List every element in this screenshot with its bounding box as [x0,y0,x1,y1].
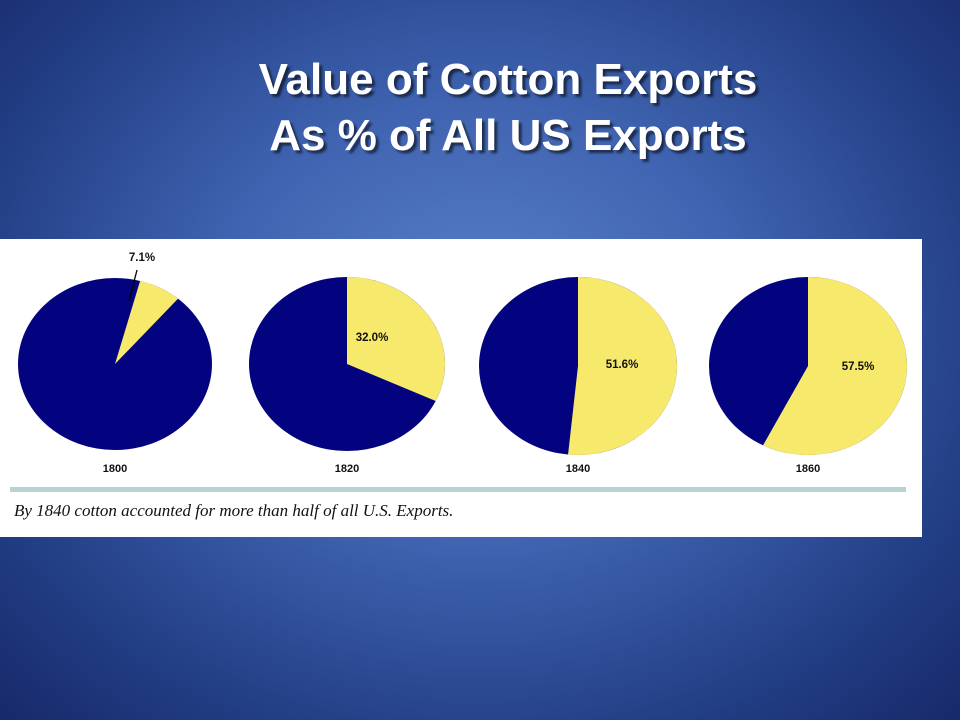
pie-slice-cotton-1840 [568,277,678,455]
pie-slice-cotton-1860 [763,277,907,455]
title-line-1: Value of Cotton Exports [258,55,758,104]
pie-year-label-1840: 1840 [566,463,590,475]
pie-1840: 51.6% 1840 [479,277,678,475]
pie-1800: 7.1% 1800 [18,252,212,475]
pie-label-1840: 51.6% [606,359,639,371]
title-line-2: As % of All US Exports [269,111,747,160]
pie-slice-cotton-1820 [347,277,445,402]
chart-caption: By 1840 cotton accounted for more than h… [14,501,454,520]
pie-year-label-1800: 1800 [103,463,127,475]
pie-slice-cotton-1800 [115,280,179,364]
pie-label-1800: 7.1% [129,252,155,264]
pie-1860: 57.5% 1860 [709,277,907,475]
pie-label-1820: 32.0% [356,332,389,344]
pie-1820: 32.0% 1820 [249,277,445,475]
pie-year-label-1820: 1820 [335,463,359,475]
pie-year-label-1860: 1860 [796,463,820,475]
pie-charts: 7.1% 1800 32.0% 1820 51.6% 1840 57.5% 1860 [18,252,907,475]
divider-line [10,487,906,492]
label-leader-line [128,269,138,302]
slide-title: Value of Cotton Exports As % of All US E… [0,52,960,164]
chart-panel: 7.1% 1800 32.0% 1820 51.6% 1840 57.5% 1860 [0,239,922,537]
pie-label-1860: 57.5% [842,361,875,373]
